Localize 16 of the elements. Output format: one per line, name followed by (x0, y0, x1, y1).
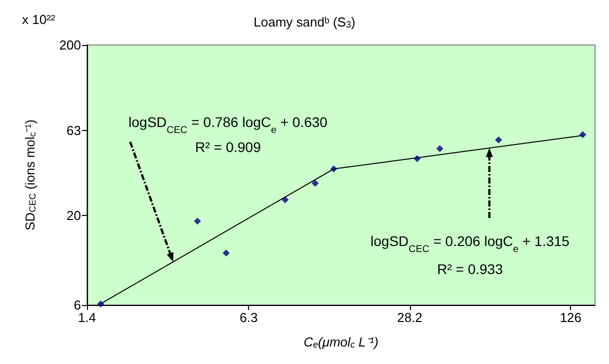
annotation: logSD$_{CEC}$ = 0.206 logC$_{e}$ + 1.315 (370, 233, 570, 254)
x-tick-label: 126 (560, 310, 582, 325)
y-tick-label: 6 (74, 298, 81, 312)
y-axis-title: SDCEC (ions molc⁻¹) (22, 120, 38, 230)
annotation: logSD$_{CEC}$ = 0.786 logC$_{e}$ + 0.630 (128, 114, 328, 136)
y-tick-label: 200 (59, 38, 81, 52)
y-tick-label: 63 (66, 123, 81, 138)
annotation: R² = 0.909 (195, 139, 262, 155)
x-tick-label: 6.3 (240, 310, 258, 325)
chart-title: Loamy sandᵇ (S3) (254, 14, 356, 30)
x-tick-label: 28.2 (397, 310, 422, 325)
x-axis-title: Ce(μmolc L⁻¹) (304, 334, 378, 350)
x-tick-label: 1.4 (78, 310, 96, 325)
annotation: R² = 0.933 (437, 261, 504, 277)
text: x 10²² (22, 12, 56, 27)
y-tick-label: 20 (66, 208, 81, 224)
